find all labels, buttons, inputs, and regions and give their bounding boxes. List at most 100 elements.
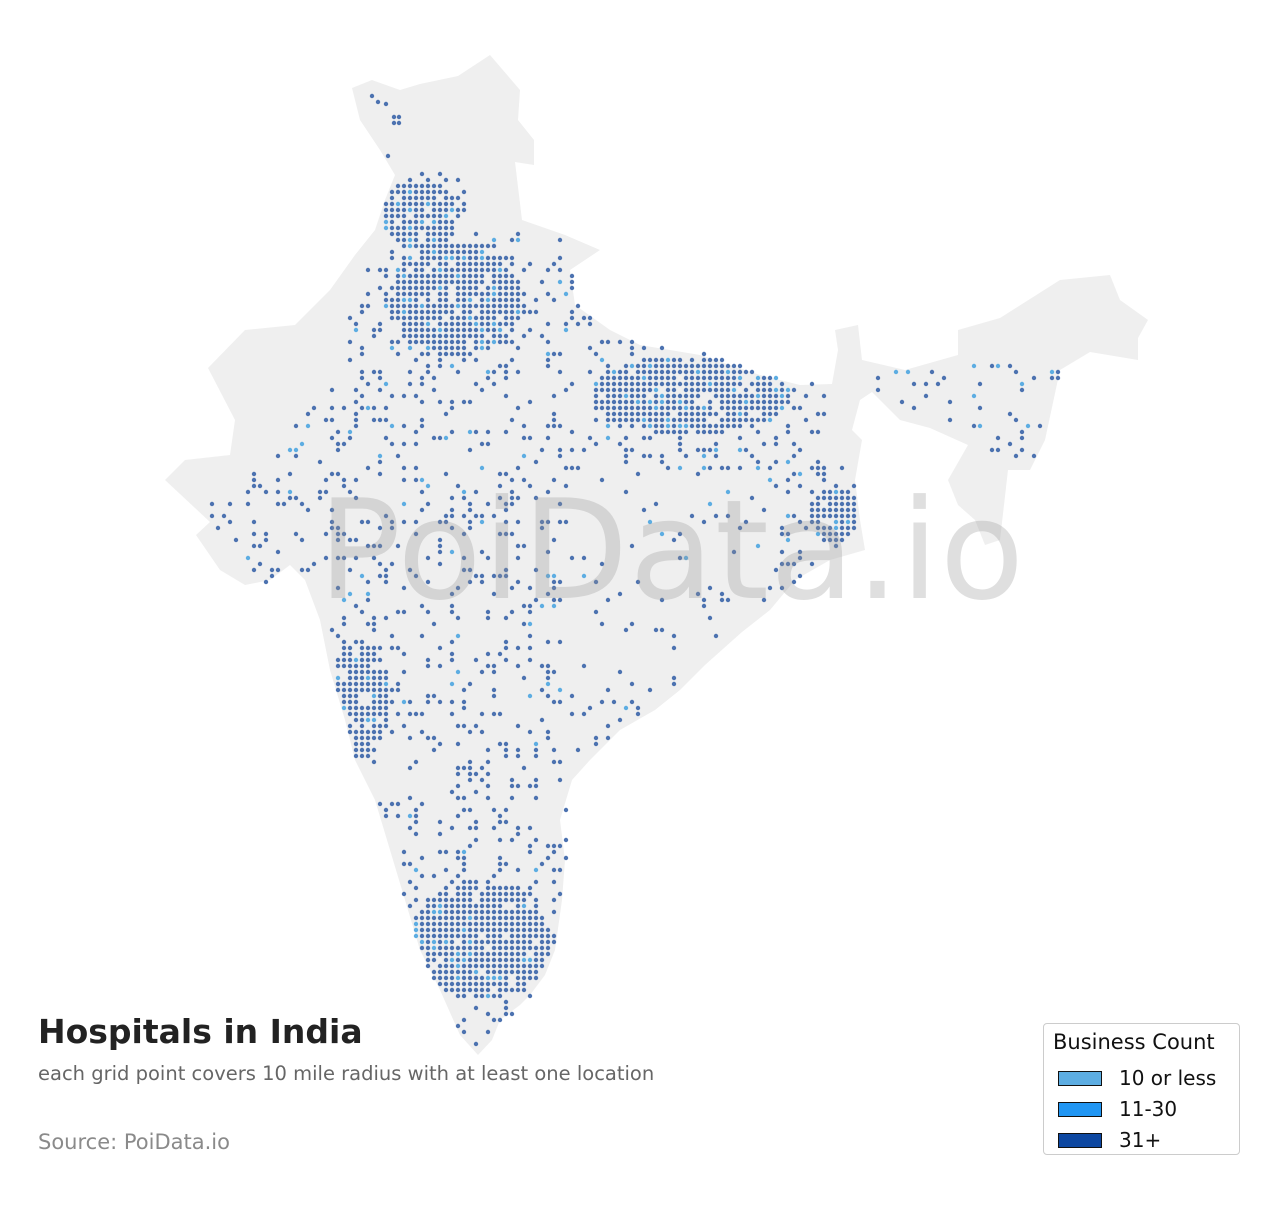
grid-point (539, 717, 545, 723)
grid-point (449, 987, 455, 993)
grid-point (503, 957, 509, 963)
grid-point (653, 417, 659, 423)
grid-point (467, 825, 473, 831)
grid-point (611, 381, 617, 387)
grid-point (335, 531, 341, 537)
grid-point (611, 393, 617, 399)
grid-point (491, 573, 497, 579)
grid-point (707, 615, 713, 621)
grid-point (689, 417, 695, 423)
grid-point (389, 195, 395, 201)
grid-point (1013, 417, 1019, 423)
grid-point (665, 399, 671, 405)
grid-point (491, 291, 497, 297)
grid-point (491, 669, 497, 675)
grid-point (473, 345, 479, 351)
grid-point (515, 315, 521, 321)
grid-point (491, 933, 497, 939)
grid-point (527, 921, 533, 927)
grid-point (515, 465, 521, 471)
grid-point (473, 885, 479, 891)
grid-point (437, 183, 443, 189)
grid-point (533, 933, 539, 939)
grid-point (851, 507, 857, 513)
grid-point (425, 735, 431, 741)
grid-point (287, 495, 293, 501)
grid-point (545, 933, 551, 939)
grid-point (707, 585, 713, 591)
grid-point (485, 933, 491, 939)
grid-point (797, 519, 803, 525)
grid-point (587, 345, 593, 351)
grid-point (461, 567, 467, 573)
grid-point (605, 597, 611, 603)
grid-point (851, 519, 857, 525)
grid-point (497, 993, 503, 999)
grid-point (653, 423, 659, 429)
grid-point (407, 237, 413, 243)
grid-point (725, 411, 731, 417)
grid-point (839, 513, 845, 519)
grid-point (347, 687, 353, 693)
grid-point (323, 417, 329, 423)
grid-point (347, 681, 353, 687)
grid-point (461, 993, 467, 999)
grid-point (605, 687, 611, 693)
grid-point (455, 207, 461, 213)
grid-point (419, 339, 425, 345)
grid-point (527, 645, 533, 651)
grid-point (785, 387, 791, 393)
grid-point (413, 303, 419, 309)
grid-point (539, 663, 545, 669)
grid-point (455, 339, 461, 345)
grid-point (701, 519, 707, 525)
grid-point (725, 387, 731, 393)
grid-point (521, 933, 527, 939)
grid-point (449, 699, 455, 705)
grid-point (461, 279, 467, 285)
grid-point (509, 321, 515, 327)
grid-point (365, 519, 371, 525)
grid-point (369, 93, 375, 99)
grid-point (419, 219, 425, 225)
grid-point (515, 309, 521, 315)
grid-point (377, 711, 383, 717)
grid-point (719, 423, 725, 429)
grid-point (515, 909, 521, 915)
grid-point (815, 459, 821, 465)
grid-point (443, 291, 449, 297)
grid-point (821, 525, 827, 531)
grid-point (461, 807, 467, 813)
grid-point (395, 297, 401, 303)
grid-point (527, 825, 533, 831)
grid-point (497, 939, 503, 945)
grid-point (473, 357, 479, 363)
grid-point (497, 927, 503, 933)
grid-point (527, 609, 533, 615)
grid-point (707, 501, 713, 507)
grid-point (419, 477, 425, 483)
grid-point (515, 963, 521, 969)
grid-point (335, 471, 341, 477)
legend-item-high: 31+ (1058, 1128, 1161, 1152)
grid-point (551, 933, 557, 939)
grid-point (683, 381, 689, 387)
grid-point (593, 393, 599, 399)
grid-point (677, 363, 683, 369)
grid-point (755, 417, 761, 423)
grid-point (515, 957, 521, 963)
grid-point (329, 471, 335, 477)
grid-point (533, 909, 539, 915)
grid-point (497, 261, 503, 267)
grid-point (503, 501, 509, 507)
grid-point (815, 513, 821, 519)
grid-point (473, 819, 479, 825)
grid-point (401, 237, 407, 243)
grid-point (581, 315, 587, 321)
grid-point (479, 945, 485, 951)
grid-point (629, 621, 635, 627)
grid-point (407, 189, 413, 195)
grid-point (665, 465, 671, 471)
grid-point (413, 291, 419, 297)
grid-point (365, 543, 371, 549)
